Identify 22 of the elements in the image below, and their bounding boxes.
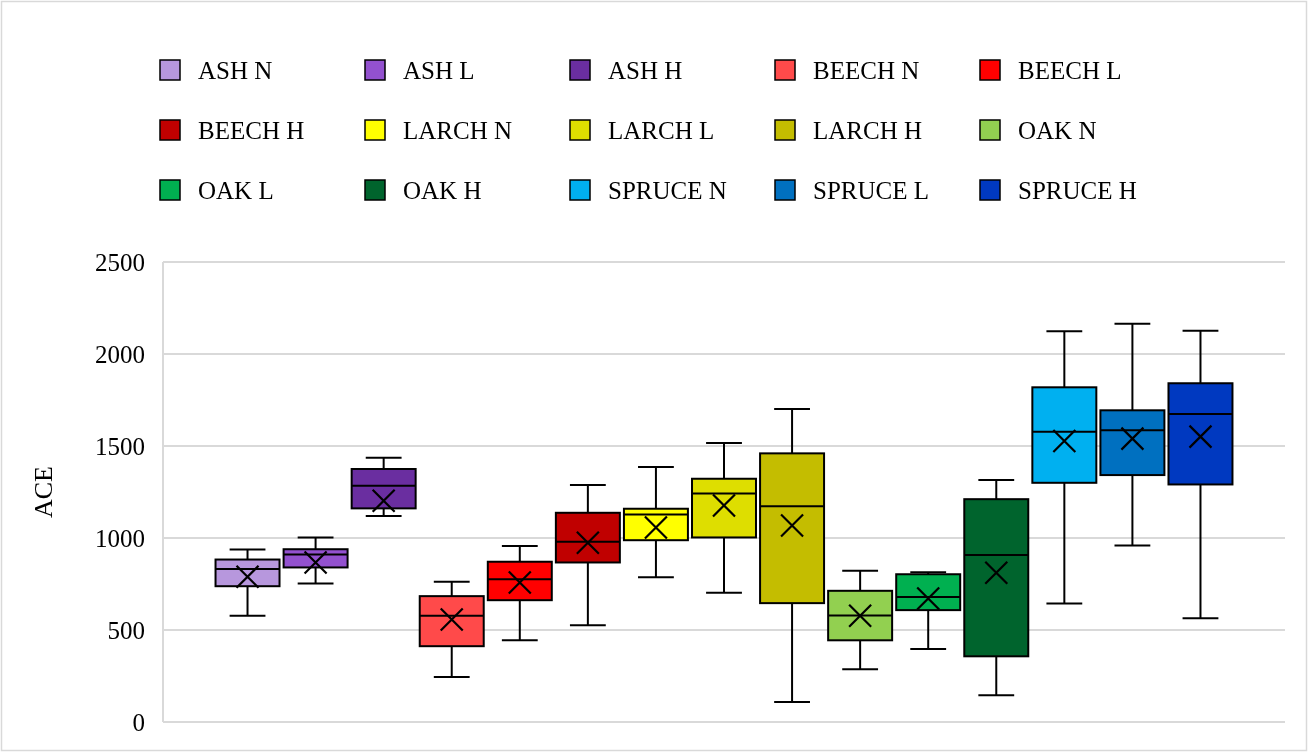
legend-label: LARCH H	[813, 116, 923, 144]
legend-label: SPRUCE L	[813, 176, 930, 204]
y-tick-label: 2000	[95, 340, 145, 368]
legend-label: OAK N	[1018, 116, 1097, 144]
legend-label: BEECH L	[1018, 56, 1122, 84]
legend-label: ASH L	[403, 56, 475, 84]
legend-label: BEECH N	[813, 56, 920, 84]
legend-label: ASH N	[198, 56, 273, 84]
y-tick-label: 500	[107, 616, 145, 644]
legend-label: SPRUCE H	[1018, 176, 1137, 204]
legend-label: BEECH H	[198, 116, 305, 144]
legend-label: LARCH N	[403, 116, 513, 144]
legend-label: SPRUCE N	[608, 176, 727, 204]
y-tick-label: 1500	[95, 432, 145, 460]
y-axis-title: ACE	[29, 466, 58, 518]
legend-label: LARCH L	[608, 116, 715, 144]
y-tick-label: 1000	[95, 524, 145, 552]
y-tick-label: 2500	[95, 248, 145, 276]
y-tick-label: 0	[132, 708, 145, 736]
legend-label: OAK H	[403, 176, 482, 204]
legend-label: ASH H	[608, 56, 683, 84]
legend-label: OAK L	[198, 176, 274, 204]
